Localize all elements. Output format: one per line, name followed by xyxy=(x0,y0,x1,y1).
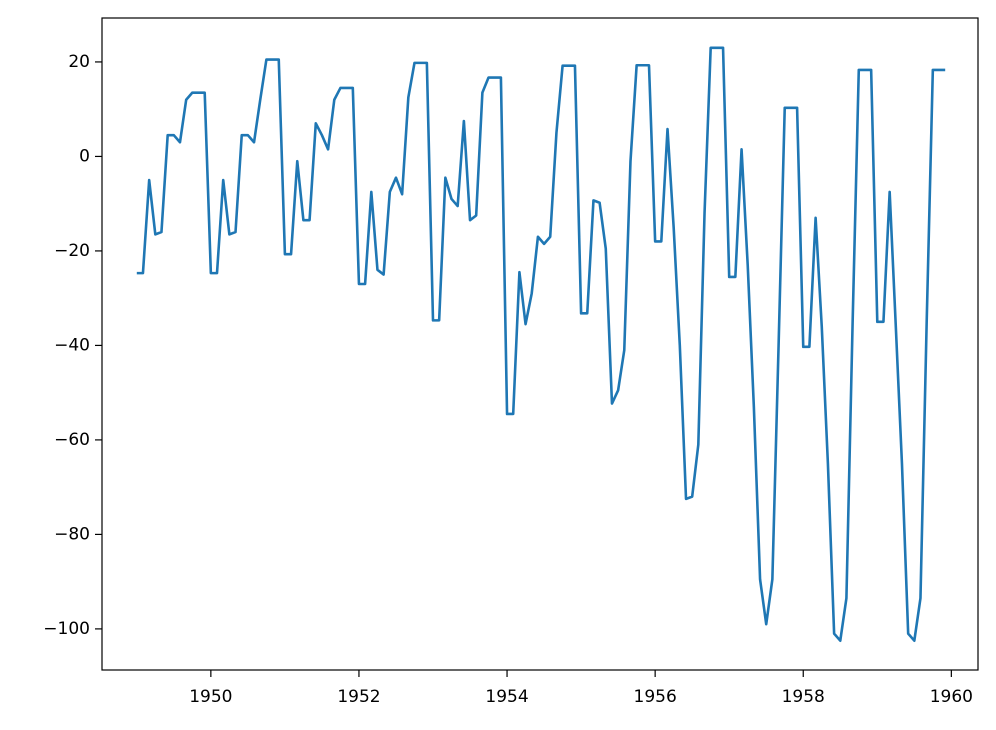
y-tick-label: −100 xyxy=(43,619,90,639)
x-tick-label: 1958 xyxy=(782,687,825,707)
x-tick-label: 1950 xyxy=(189,687,232,707)
y-tick-label: 20 xyxy=(68,52,90,72)
x-tick-label: 1956 xyxy=(634,687,677,707)
x-tick-label: 1954 xyxy=(485,687,528,707)
y-tick-label: −20 xyxy=(54,241,90,261)
y-tick-label: −80 xyxy=(54,524,90,544)
y-tick-label: −60 xyxy=(54,430,90,450)
y-tick-label: 0 xyxy=(79,146,90,166)
x-tick-label: 1960 xyxy=(930,687,973,707)
y-tick-label: −40 xyxy=(54,335,90,355)
plot-frame xyxy=(101,17,979,671)
line xyxy=(136,46,946,643)
x-tick-label: 1952 xyxy=(337,687,380,707)
